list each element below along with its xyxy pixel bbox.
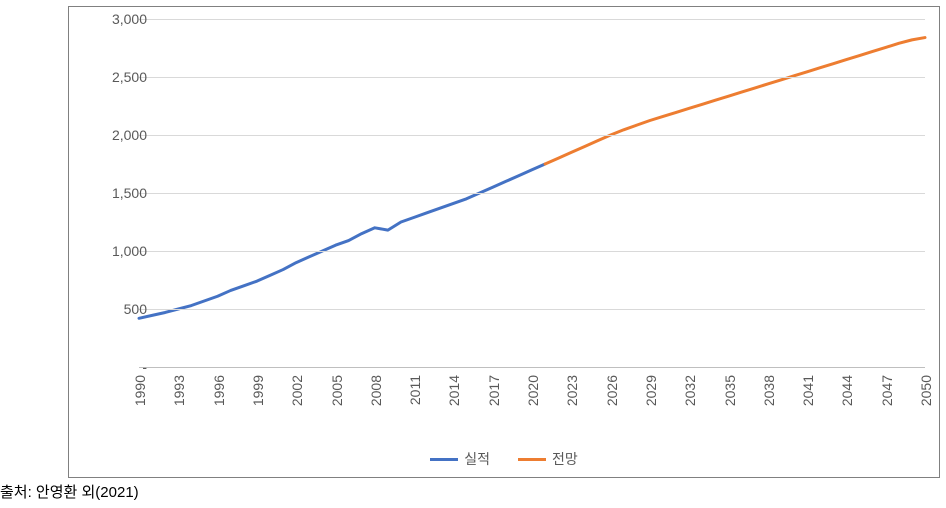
x-tick-label: 2008 [368, 375, 384, 406]
x-tick-label: 1993 [171, 375, 187, 406]
y-tick-label: - [87, 359, 147, 375]
legend-swatch [518, 458, 546, 461]
x-tick-label: 2044 [839, 375, 855, 406]
x-tick-label: 2017 [486, 375, 502, 406]
x-tick-label: 2020 [525, 375, 541, 406]
x-tick-label: 2050 [918, 375, 934, 406]
y-tick-label: 2,000 [87, 127, 147, 143]
legend-label: 전망 [552, 449, 578, 469]
gridline [139, 309, 925, 310]
legend-label: 실적 [464, 449, 490, 469]
y-tick-label: 1,500 [87, 185, 147, 201]
x-tick-label: 2026 [604, 375, 620, 406]
x-tick-label: 2029 [643, 375, 659, 406]
source-note: 출처: 안영환 외(2021) [0, 481, 139, 502]
x-tick-label: 2032 [682, 375, 698, 406]
x-tick-label: 2005 [329, 375, 345, 406]
x-tick-label: 1996 [211, 375, 227, 406]
y-tick-label: 500 [87, 301, 147, 317]
legend-item: 전망 [518, 449, 578, 469]
x-tick-label: 2035 [722, 375, 738, 406]
x-tick-label: 1999 [250, 375, 266, 406]
gridline [139, 19, 925, 20]
x-tick-label: 2047 [879, 375, 895, 406]
plot-area [139, 19, 925, 367]
x-tick-label: 2041 [800, 375, 816, 406]
gridline [139, 77, 925, 78]
series-line [545, 38, 925, 164]
legend: 실적 전망 [69, 449, 939, 469]
gridline [139, 135, 925, 136]
y-tick-label: 3,000 [87, 11, 147, 27]
x-tick-label: 2014 [446, 375, 462, 406]
y-tick-label: 1,000 [87, 243, 147, 259]
x-tick-label: 2011 [407, 375, 423, 405]
x-tick-label: 1990 [132, 375, 148, 406]
series-line [139, 164, 545, 318]
gridline [139, 193, 925, 194]
gridline [139, 251, 925, 252]
x-tick-label: 2002 [289, 375, 305, 406]
legend-item: 실적 [430, 449, 490, 469]
x-axis-line [139, 367, 925, 368]
legend-swatch [430, 458, 458, 461]
x-tick-label: 2038 [761, 375, 777, 406]
y-tick-label: 2,500 [87, 69, 147, 85]
chart-frame: 실적 전망 - 500 1,000 1,500 2,000 2,500 3,000 1990 19… [68, 6, 940, 478]
x-tick-label: 2023 [564, 375, 580, 406]
